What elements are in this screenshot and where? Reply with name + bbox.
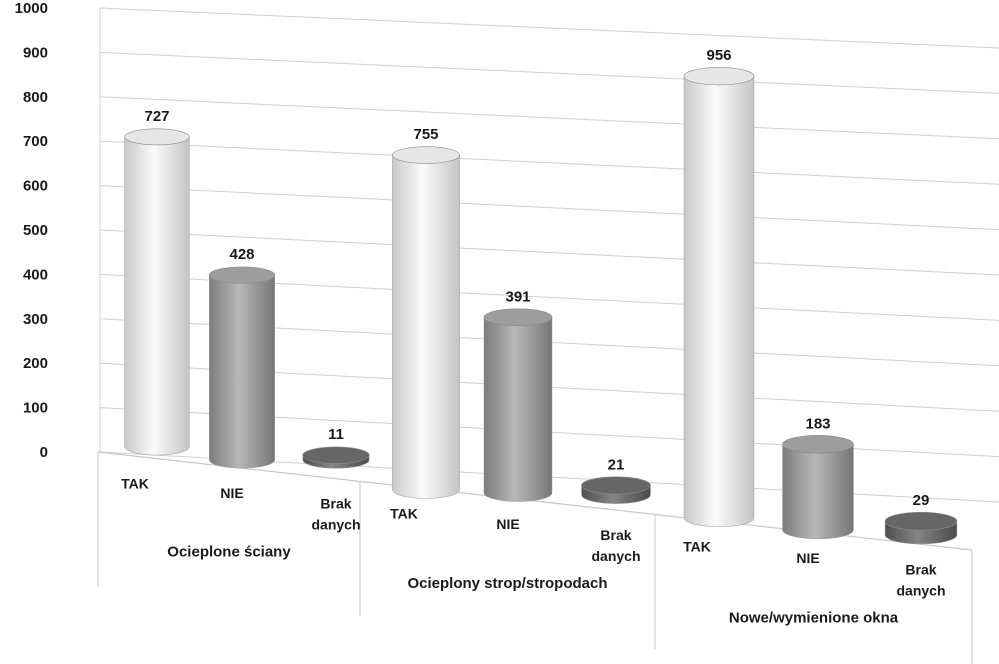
x-tick-label: TAK	[390, 506, 418, 522]
data-label: 727	[144, 108, 169, 125]
data-label: 956	[706, 47, 731, 64]
bar-cylinder	[782, 435, 854, 540]
bar-top	[782, 435, 854, 454]
y-tick-label: 900	[23, 44, 48, 61]
x-tick-label: NIE	[220, 485, 243, 501]
y-tick-label: 200	[23, 355, 48, 372]
group-label: Ocieplone ściany	[167, 544, 291, 561]
bar-body	[209, 274, 275, 469]
bar-top	[581, 476, 651, 495]
bar-top	[884, 511, 958, 531]
bar-body	[124, 136, 190, 456]
gridline	[99, 51, 999, 94]
x-tick-label: danych	[591, 548, 640, 564]
bar-top	[483, 308, 553, 327]
y-tick-label: 100	[23, 400, 48, 417]
bar-cylinder	[581, 476, 651, 504]
x-tick-label: NIE	[796, 550, 819, 566]
data-label: 755	[413, 126, 438, 143]
gridline	[99, 229, 999, 276]
data-label: 21	[608, 456, 625, 473]
y-tick-label: 1000	[15, 0, 48, 17]
bar-body	[483, 317, 553, 502]
bar-cylinder	[683, 67, 755, 527]
bar-cylinder	[302, 446, 370, 469]
bar-top	[392, 146, 460, 164]
y-tick-label: 400	[23, 266, 48, 283]
bar-body	[683, 75, 755, 527]
axis: 0 100 200 300 400 500 600 700 800 900 1000	[15, 0, 973, 664]
y-tick-label: 300	[23, 311, 48, 328]
bar-top	[209, 266, 275, 284]
bar-cylinder	[483, 308, 553, 502]
x-tick-label: danych	[311, 517, 360, 533]
x-tick-label: TAK	[121, 475, 149, 491]
data-label: 391	[505, 288, 530, 305]
bar-top	[302, 446, 370, 464]
gridline	[99, 185, 999, 231]
data-label: 428	[229, 246, 254, 263]
y-tick-label: 800	[23, 89, 48, 106]
bar-cylinder	[884, 511, 958, 545]
bar-body	[782, 444, 854, 540]
x-tick-label: Brak	[600, 527, 631, 543]
y-tick-label: 600	[23, 178, 48, 195]
x-tick-label: Brak	[905, 561, 936, 577]
group-label: Ocieplony strop/stropodach	[407, 575, 607, 592]
bar-top	[683, 67, 755, 86]
x-tick-label: NIE	[496, 516, 519, 532]
x-tick-label: danych	[896, 582, 945, 598]
bar-top	[124, 128, 190, 146]
data-label: 11	[328, 426, 344, 443]
labels: 727 TAK 428 NIE 11 Brak danych Ocieplone ściany…	[121, 47, 945, 626]
data-label: 183	[805, 415, 830, 432]
x-tick-label: Brak	[320, 496, 351, 512]
group-label: Nowe/wymienione okna	[729, 609, 899, 626]
y-tick-label: 0	[40, 444, 48, 461]
gridline	[99, 140, 999, 185]
y-tick-label: 700	[23, 133, 48, 150]
bars	[124, 67, 958, 545]
bar-cylinder	[209, 266, 275, 469]
x-tick-label: TAK	[683, 539, 711, 555]
bar-cylinder	[392, 146, 460, 499]
bar-body	[392, 154, 460, 499]
bar-cylinder	[124, 128, 190, 456]
gridline	[99, 96, 999, 140]
y-tick-label: 500	[23, 222, 48, 239]
gridline	[99, 7, 999, 49]
data-label: 29	[913, 492, 930, 509]
